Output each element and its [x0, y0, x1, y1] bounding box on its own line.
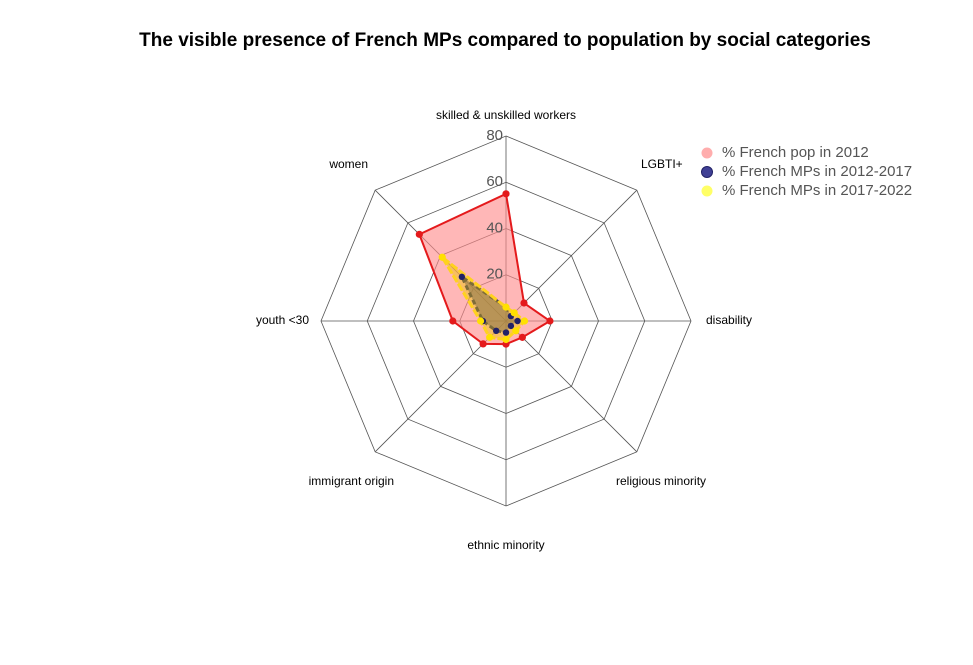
axis-label-7: youth <30: [256, 313, 309, 327]
series-1-point-1: [502, 190, 510, 198]
tick-label-60: 60: [486, 173, 503, 190]
series-1-point-2: [520, 299, 528, 307]
series-1-point-3: [546, 317, 554, 325]
legend-marker-2: [701, 166, 713, 178]
series-1-point-7: [449, 317, 457, 325]
chart-title: The visible presence of French MPs compa…: [139, 30, 871, 51]
series-3-point-6: [486, 333, 494, 341]
series-1-point-8: [415, 230, 423, 238]
series-2-point-6: [492, 327, 500, 335]
legend-marker-1: [701, 147, 713, 159]
tick-label-20: 20: [486, 266, 503, 283]
axis-label-8: women: [328, 157, 368, 171]
axis-label-1: skilled & unskilled workers: [436, 108, 576, 122]
series-2-point-3: [514, 317, 521, 325]
series-3-point-5: [502, 335, 510, 344]
radar-tick-labels: 80 60 40 20: [486, 127, 503, 283]
legend: % French pop in 2012 % French MPs in 2012…: [701, 144, 912, 199]
radar-axis-labels: skilled & unskilled workers LGBTI+ disabil…: [256, 108, 752, 552]
tick-label-80: 80: [486, 127, 503, 144]
grid-spoke-2: [505, 189, 638, 322]
axis-label-6: immigrant origin: [309, 474, 394, 488]
tick-label-40: 40: [486, 219, 503, 236]
series-1-point-6: [479, 340, 487, 348]
series-2-point-8: [458, 273, 466, 281]
legend-marker-3: [701, 185, 713, 197]
series-3-point-4: [512, 327, 520, 335]
axis-label-2: LGBTI+: [641, 157, 683, 171]
series-2-point-4: [507, 322, 515, 330]
legend-label-3: % French MPs in 2017-2022: [722, 182, 912, 199]
legend-label-2: % French MPs in 2012-2017: [722, 163, 912, 180]
series-1-point-4: [518, 333, 526, 341]
legend-label-1: % French pop in 2012: [722, 144, 869, 161]
axis-label-4: religious minority: [616, 474, 706, 488]
series-3-point-1: [502, 303, 510, 311]
axis-label-3: disability: [706, 313, 752, 327]
series-3-point-2: [510, 309, 518, 317]
grid-spoke-4: [505, 320, 638, 453]
series-3-point-8: [438, 253, 446, 261]
radar-series: [415, 190, 554, 348]
axis-label-5: ethnic minority: [467, 538, 544, 552]
series-3-point-7: [476, 317, 485, 325]
series-3-point-3: [520, 317, 529, 325]
series-2-point-5: [502, 329, 510, 336]
